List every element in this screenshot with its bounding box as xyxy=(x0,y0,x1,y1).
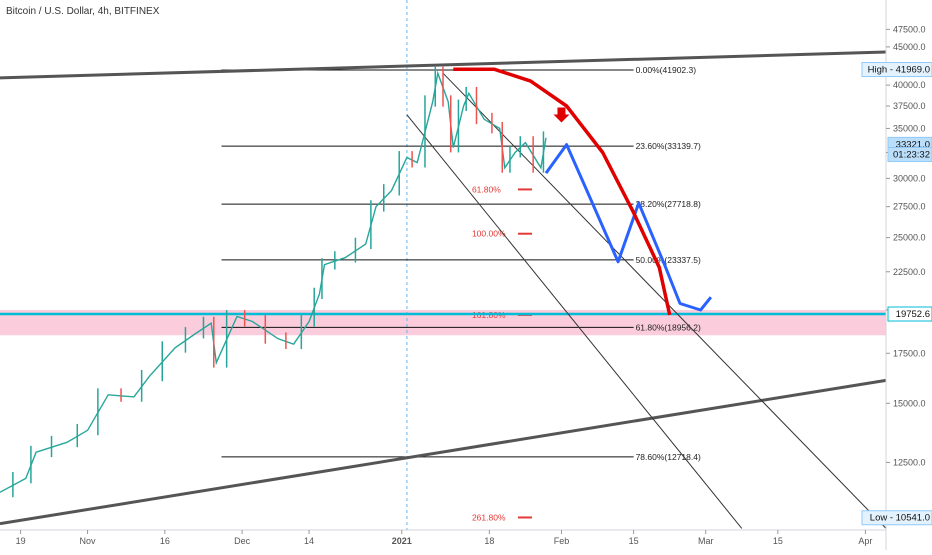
down-arrow-icon xyxy=(553,107,570,123)
price-badge-label: 33321.0 xyxy=(896,139,930,150)
time-axis-label: Apr xyxy=(858,536,872,546)
time-axis-label: 14 xyxy=(304,536,314,546)
fib-extension-label: 61.80% xyxy=(472,184,501,194)
price-badge-label: 01:23:32 xyxy=(893,149,930,160)
price-axis-label: 30000.0 xyxy=(893,173,926,183)
time-axis-label: 16 xyxy=(160,536,170,546)
price-badge xyxy=(887,306,932,322)
projection-path[interactable] xyxy=(544,143,713,312)
fib-level-label: 23.60%(33139.7) xyxy=(636,141,701,151)
price-badge xyxy=(887,146,932,162)
time-axis-label: 15 xyxy=(773,536,783,546)
price-axis-label: 35000.0 xyxy=(893,123,926,133)
price-axis-label: 47500.0 xyxy=(893,24,926,34)
price-axis-label: 40000.0 xyxy=(893,80,926,90)
price-axis-label: 15000.0 xyxy=(893,398,926,408)
price-axis-label: 37500.0 xyxy=(893,101,926,111)
price-axis-label: 17500.0 xyxy=(893,348,926,358)
price-axis-label: 25000.0 xyxy=(893,233,926,243)
price-badge xyxy=(861,510,932,526)
fib-level-label: 50.00%(23337.5) xyxy=(636,255,701,265)
price-badge-label: Low - 10541.0 xyxy=(870,513,930,524)
fib-extension-label: 261.80% xyxy=(472,512,506,522)
fib-level-label: 61.80%(18956.2) xyxy=(636,322,701,332)
price-axis-label: 45000.0 xyxy=(893,42,926,52)
chart-title: Bitcoin / U.S. Dollar, 4h, BITFINEX xyxy=(6,6,160,17)
arc-curve[interactable] xyxy=(453,67,672,316)
time-axis-label: 2021 xyxy=(392,536,412,546)
time-axis-label: Nov xyxy=(80,536,97,546)
descending-channel-upper[interactable] xyxy=(442,72,887,529)
time-axis-label: 19 xyxy=(16,536,26,546)
fib-level-label: 78.60%(12718.4) xyxy=(636,452,701,462)
price-axis-label: 12500.0 xyxy=(893,457,926,467)
time-axis-label: Dec xyxy=(234,536,251,546)
time-axis-label: 18 xyxy=(484,536,494,546)
price-badge xyxy=(861,62,932,78)
time-axis-label: Feb xyxy=(554,536,570,546)
price-axis-label: 27500.0 xyxy=(893,202,926,212)
lower-channel-line[interactable] xyxy=(0,378,887,526)
time-axis-label: Mar xyxy=(698,536,714,546)
price-badge-label: 19752.6 xyxy=(896,309,930,320)
fib-extension-label: 100.00% xyxy=(472,229,506,239)
price-axis-label: 22500.0 xyxy=(893,267,926,277)
fib-level-label: 38.20%(27718.8) xyxy=(636,199,701,209)
time-axis-label: 15 xyxy=(629,536,639,546)
fib-level-label: 0.00%(41902.3) xyxy=(636,65,697,75)
price-badge-label: High - 41969.0 xyxy=(868,65,930,76)
upper-channel-line[interactable] xyxy=(0,50,887,80)
descending-channel-lower[interactable] xyxy=(406,114,743,529)
